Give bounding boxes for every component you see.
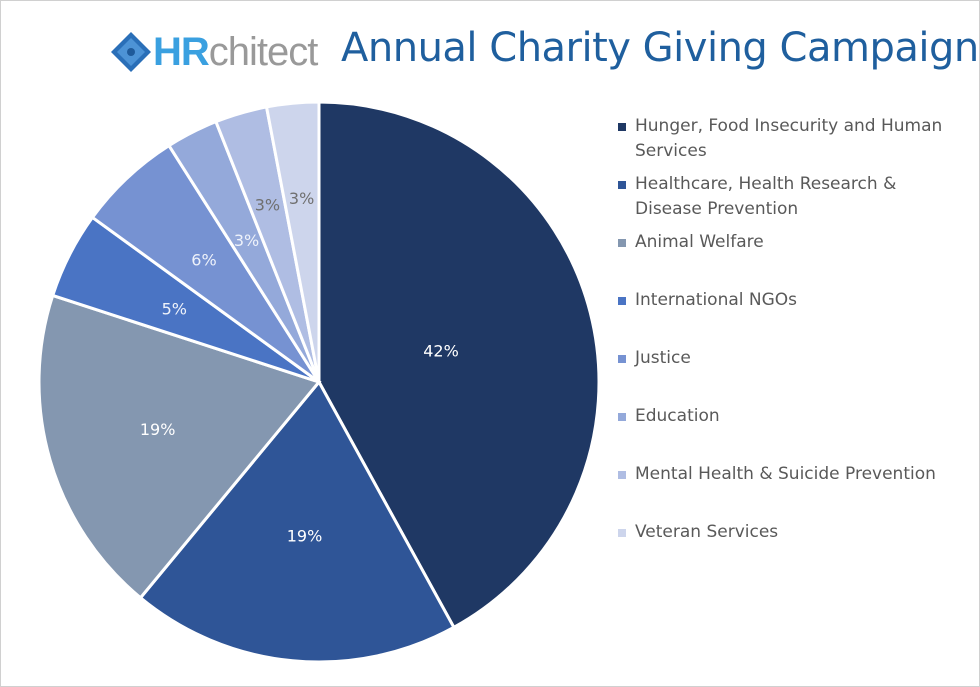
legend-label: Animal Welfare: [635, 232, 764, 252]
legend-swatch: [618, 355, 626, 363]
data-label: 42%: [423, 342, 459, 361]
legend: Hunger, Food Insecurity and Human Servic…: [618, 114, 968, 578]
legend-label: Justice: [635, 348, 691, 368]
data-label: 3%: [289, 189, 314, 208]
pie-slice: [37, 293, 322, 600]
pie-slice: [138, 379, 456, 664]
pie-slice: [317, 100, 601, 630]
logo-text-chitect: chitect: [208, 29, 319, 74]
legend-label: Healthcare, Health Research & Disease Pr…: [635, 174, 897, 219]
legend-swatch: [618, 181, 626, 189]
legend-swatch: [618, 413, 626, 421]
data-label: 5%: [162, 299, 187, 318]
legend-item: Animal Welfare: [618, 230, 968, 255]
legend-swatch: [618, 529, 626, 537]
legend-item: Education: [618, 404, 968, 429]
legend-item: Veteran Services: [618, 520, 968, 545]
legend-item: Healthcare, Health Research & Disease Pr…: [618, 172, 968, 222]
legend-label: Hunger, Food Insecurity and Human Servic…: [635, 116, 943, 161]
legend-label: Education: [635, 406, 720, 426]
data-label: 19%: [287, 526, 323, 545]
legend-item: Hunger, Food Insecurity and Human Servic…: [618, 114, 968, 164]
data-label: 19%: [140, 420, 176, 439]
legend-swatch: [618, 471, 626, 479]
legend-label: Veteran Services: [635, 522, 779, 542]
legend-item: International NGOs: [618, 288, 968, 313]
puzzle-diamond-icon: [111, 32, 151, 72]
legend-swatch: [618, 297, 626, 305]
data-label: 3%: [234, 231, 259, 250]
data-label: 3%: [255, 196, 280, 215]
pie-slice: [264, 100, 321, 383]
chart-title: Annual Charity Giving Campaign: [341, 25, 979, 71]
legend-item: Mental Health & Suicide Prevention: [618, 462, 968, 487]
logo-text-hr: HR: [153, 29, 210, 74]
legend-swatch: [618, 123, 626, 131]
data-label: 6%: [191, 251, 216, 270]
legend-label: International NGOs: [635, 290, 798, 310]
legend-label: Mental Health & Suicide Prevention: [635, 464, 936, 484]
legend-swatch: [618, 239, 626, 247]
legend-item: Justice: [618, 346, 968, 371]
hrchitect-logo: HR chitect: [109, 27, 319, 77]
